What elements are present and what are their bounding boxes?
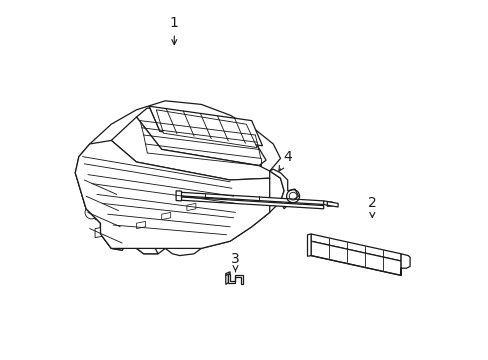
Text: 2: 2	[367, 197, 376, 217]
Polygon shape	[186, 203, 196, 211]
Polygon shape	[400, 254, 409, 275]
Polygon shape	[269, 169, 298, 209]
Polygon shape	[228, 274, 242, 284]
Polygon shape	[75, 101, 284, 256]
Polygon shape	[111, 117, 269, 180]
Polygon shape	[162, 212, 170, 220]
Polygon shape	[307, 234, 310, 256]
Polygon shape	[225, 274, 228, 284]
Polygon shape	[212, 194, 221, 202]
Polygon shape	[95, 207, 115, 220]
Polygon shape	[136, 108, 265, 166]
Polygon shape	[225, 272, 230, 275]
Polygon shape	[95, 225, 115, 238]
Polygon shape	[176, 191, 181, 201]
Polygon shape	[179, 192, 323, 204]
Polygon shape	[323, 201, 332, 206]
Polygon shape	[310, 241, 400, 275]
Polygon shape	[156, 110, 257, 148]
Polygon shape	[149, 106, 262, 146]
Polygon shape	[136, 221, 145, 229]
Polygon shape	[95, 189, 115, 202]
Text: 1: 1	[169, 17, 179, 45]
Text: 4: 4	[278, 150, 291, 171]
Text: 3: 3	[231, 252, 240, 272]
Polygon shape	[75, 140, 269, 248]
Polygon shape	[326, 202, 337, 207]
Polygon shape	[310, 234, 400, 261]
Polygon shape	[179, 197, 323, 209]
Polygon shape	[178, 192, 179, 201]
Polygon shape	[75, 158, 158, 254]
